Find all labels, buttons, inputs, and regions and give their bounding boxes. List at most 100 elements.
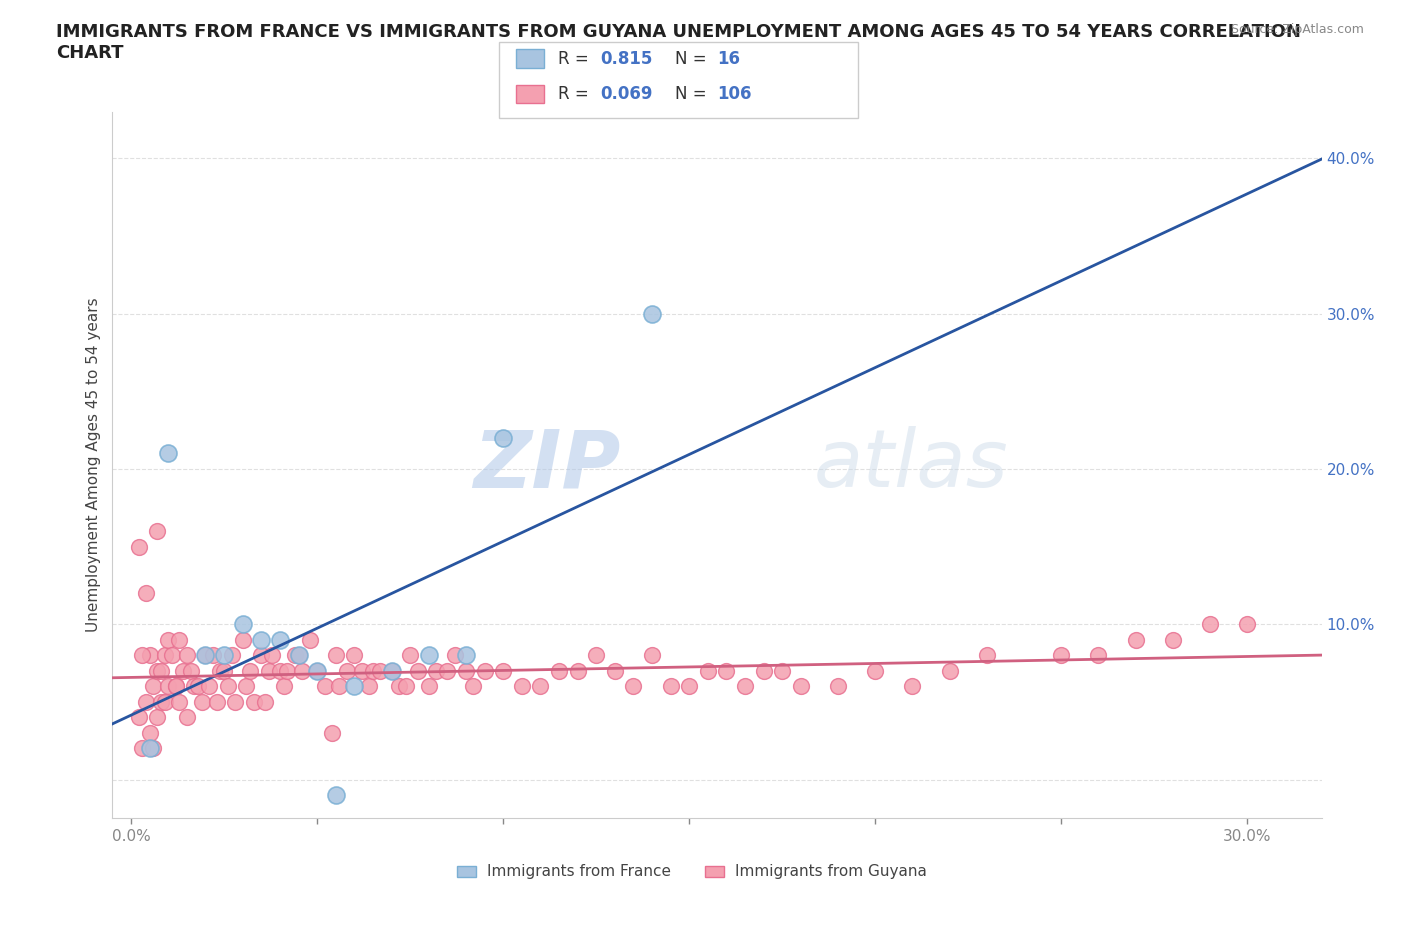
Text: IMMIGRANTS FROM FRANCE VS IMMIGRANTS FROM GUYANA UNEMPLOYMENT AMONG AGES 45 TO 5: IMMIGRANTS FROM FRANCE VS IMMIGRANTS FRO… — [56, 23, 1301, 62]
Point — [938, 663, 960, 678]
Text: Source: ZipAtlas.com: Source: ZipAtlas.com — [1230, 23, 1364, 36]
Point — [361, 663, 384, 678]
Point — [492, 663, 515, 678]
Point — [165, 679, 187, 694]
Point — [250, 632, 273, 647]
Point — [790, 679, 813, 694]
Point — [827, 679, 849, 694]
Point — [325, 648, 347, 663]
Point — [1050, 648, 1073, 663]
Point — [176, 710, 198, 724]
Point — [307, 663, 329, 678]
Point — [250, 648, 273, 663]
Point — [291, 663, 314, 678]
Text: Immigrants from France: Immigrants from France — [488, 864, 671, 879]
Point — [380, 663, 402, 678]
Point — [146, 524, 169, 538]
Point — [425, 663, 447, 678]
Point — [262, 648, 284, 663]
Point — [1161, 632, 1184, 647]
Point — [157, 679, 180, 694]
Point — [209, 663, 232, 678]
Point — [443, 648, 465, 663]
Text: 0.069: 0.069 — [600, 85, 652, 103]
Point — [284, 648, 307, 663]
Point — [418, 648, 440, 663]
Point — [131, 741, 153, 756]
Point — [359, 679, 381, 694]
Point — [142, 741, 165, 756]
Point — [205, 695, 228, 710]
Point — [328, 679, 350, 694]
Point — [510, 679, 533, 694]
Point — [492, 431, 515, 445]
Point — [194, 648, 217, 663]
Point — [418, 679, 440, 694]
Point — [221, 648, 243, 663]
Point — [232, 632, 254, 647]
Point — [273, 679, 295, 694]
Point — [176, 648, 198, 663]
Point — [863, 663, 886, 678]
Point — [343, 648, 366, 663]
Point — [138, 725, 160, 740]
Point — [149, 663, 172, 678]
Point — [641, 306, 664, 321]
Point — [187, 679, 209, 694]
Point — [406, 663, 429, 678]
Point — [146, 710, 169, 724]
Point — [235, 679, 257, 694]
Text: 106: 106 — [717, 85, 752, 103]
Point — [314, 679, 336, 694]
Point — [232, 617, 254, 631]
Point — [180, 663, 202, 678]
Text: 0.815: 0.815 — [600, 49, 652, 68]
Point — [1199, 617, 1222, 631]
Text: R =: R = — [558, 85, 595, 103]
Point — [548, 663, 571, 678]
Point — [142, 679, 165, 694]
Point — [183, 679, 205, 694]
Point — [157, 632, 180, 647]
Point — [388, 679, 411, 694]
Y-axis label: Unemployment Among Ages 45 to 54 years: Unemployment Among Ages 45 to 54 years — [86, 298, 101, 632]
Point — [157, 445, 180, 460]
Point — [135, 586, 157, 601]
Point — [752, 663, 775, 678]
Point — [138, 648, 160, 663]
Point — [474, 663, 496, 678]
Point — [350, 663, 373, 678]
Point — [239, 663, 262, 678]
Text: ZIP: ZIP — [472, 426, 620, 504]
Point — [201, 648, 224, 663]
Point — [287, 648, 309, 663]
Point — [343, 679, 366, 694]
Point — [243, 695, 266, 710]
Point — [336, 663, 359, 678]
Point — [138, 741, 160, 756]
Point — [146, 663, 169, 678]
Point — [603, 663, 626, 678]
Point — [529, 679, 551, 694]
Point — [1236, 617, 1258, 631]
Point — [567, 663, 589, 678]
Point — [770, 663, 793, 678]
Point — [153, 695, 176, 710]
Point — [253, 695, 276, 710]
Point — [194, 648, 217, 663]
Point — [153, 648, 176, 663]
FancyBboxPatch shape — [704, 866, 724, 877]
Point — [287, 648, 309, 663]
Point — [169, 695, 191, 710]
Point — [149, 695, 172, 710]
Point — [380, 663, 402, 678]
Point — [454, 663, 477, 678]
Point — [160, 648, 183, 663]
Point — [198, 679, 221, 694]
Point — [454, 648, 477, 663]
Point — [128, 710, 150, 724]
Point — [1125, 632, 1147, 647]
Text: N =: N = — [675, 85, 711, 103]
Point — [734, 679, 756, 694]
Point — [716, 663, 738, 678]
